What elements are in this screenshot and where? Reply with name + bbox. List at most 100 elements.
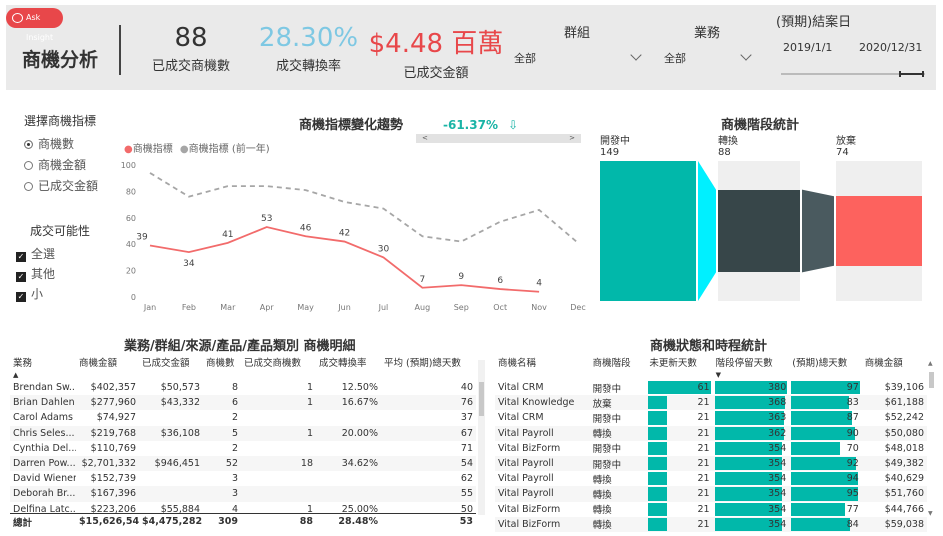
table-row[interactable]: Vital BizForm 轉換 21 354 84 $59,038 [495,516,927,532]
table-row[interactable]: Vital CRM 開發中 61 380 97 $39,106 [495,380,927,395]
stage-bar[interactable] [836,196,922,266]
x-tick-label: Jan [143,303,156,312]
table-row[interactable]: Brendan Sw... $402,357 $50,573 8 1 12.50% 40 [10,380,476,395]
table-row[interactable]: Delfina Latc... $223,206 $55,884 4 1 25.00% 50 [10,502,476,517]
x-tick-label: Feb [182,303,196,312]
kpi-value: 88 [174,23,208,53]
col-closed-count[interactable]: 已成交商機數 [244,358,302,369]
probability-option-all[interactable]: ✓ 全選 [16,245,90,262]
table-row[interactable]: Darren Pow... $2,701,332 $946,451 52 18 34.62… [10,455,476,472]
bar-value: 362 [768,427,787,439]
data-bar [714,517,783,531]
col-conversion[interactable]: 成交轉換率 [319,358,367,369]
data-label: 46 [300,223,312,233]
col-stage[interactable]: 商機階段 [592,358,631,369]
col-amount[interactable]: 商機金額 [864,358,903,369]
scroll-right-icon[interactable]: > [569,134,575,142]
metric-option-label: 商機數 [38,137,75,151]
table-cell: 92 [789,456,862,471]
bar-value: 94 [846,473,859,485]
col-avg-days[interactable]: 平均 (預期)總天數 [384,358,461,369]
table-cell: Carol Adams [13,412,74,424]
kpi-closed-count: 88 已成交商機數 [131,23,251,74]
radio-icon [24,182,33,191]
table-row[interactable]: Vital Payroll 轉換 21 354 94 $40,629 [495,471,927,486]
filter-group-dropdown[interactable]: 全部 [514,49,644,70]
table-cell: 87 [789,410,862,425]
table-row[interactable]: Vital CRM 開發中 21 363 87 $52,242 [495,410,927,425]
detail-scrollbar[interactable] [478,360,485,515]
total-cell: 88 [299,516,313,528]
table-cell: 放棄 [592,398,612,410]
table-row[interactable]: Vital BizForm 轉換 21 354 77 $44,766 [495,502,927,517]
probability-option-small[interactable]: ✓ 小 [16,285,90,302]
table-cell: $52,242 [884,412,924,424]
data-label: 6 [497,276,503,286]
table-cell [241,471,316,486]
data-bar [648,381,711,395]
table-cell [316,486,381,501]
stage-count: 74 [836,147,849,158]
table-cell: 54 [460,458,473,470]
table-row[interactable]: Vital Payroll 開發中 21 354 92 $49,382 [495,455,927,472]
bar-value: 77 [846,503,859,515]
metric-selector-title: 選擇商機指標 [24,114,97,128]
stage-name: 開發中 [600,136,630,147]
scroll-thumb[interactable] [479,382,484,416]
col-opportunity[interactable]: 商機名稱 [498,358,537,369]
stage-count: 149 [600,147,620,158]
table-row[interactable]: Vital Knowledge 放棄 21 368 83 $61,188 [495,395,927,411]
scroll-left-icon[interactable]: < [422,134,428,142]
kpi-value: $4.48 百萬 [368,29,504,59]
filter-group-label: 群組 [564,26,591,41]
ask-insight-button[interactable]: Ask Insight [6,8,63,42]
table-cell: 轉換 [592,489,612,501]
data-bar [791,411,853,425]
table-row[interactable]: Vital Payroll 轉換 21 362 90 $50,080 [495,425,927,441]
table-row[interactable]: Carol Adams $74,927 2 37 [10,410,476,425]
table-row[interactable]: Brian Dahlen $277,960 $43,332 6 1 16.67% 76 [10,395,476,411]
table-row[interactable]: Deborah Br... $167,396 3 55 [10,486,476,502]
bar-value: 21 [697,442,710,454]
table-cell: 1 [306,427,313,439]
probability-option-other[interactable]: ✓ 其他 [16,265,90,282]
scroll-up-icon[interactable]: ▲ [928,360,933,367]
data-label: 39 [136,233,148,243]
table-row[interactable]: Chris Seles... $219,768 $36,108 5 1 20.00% 67 [10,425,476,441]
col-stage-days[interactable]: 階段停留天數 ▼ [713,355,790,380]
status-scrollbar[interactable]: ▲ ▼ [928,360,935,520]
metric-option-count[interactable]: 商機數 [24,135,98,152]
table-row[interactable]: Vital BizForm 開發中 21 354 70 $48,018 [495,441,927,456]
metric-option-amount[interactable]: 商機金額 [24,156,98,173]
col-closed-amount[interactable]: 已成交金額 [142,358,190,369]
table-cell [316,471,381,486]
stage-bar[interactable] [600,161,696,301]
filter-sales-value: 全部 [664,52,686,65]
table-row[interactable]: Cynthia Del... $110,769 2 71 [10,441,476,456]
metric-option-closed-amount[interactable]: 已成交金額 [24,177,98,194]
scroll-thumb[interactable] [929,372,934,388]
table-cell: 轉換 [592,429,612,441]
table-row[interactable]: David Wiener $152,739 3 62 [10,471,476,486]
date-start[interactable]: 2019/1/1 [783,41,833,54]
stage-bar[interactable] [718,189,800,273]
checkbox-checked-icon: ✓ [16,252,26,262]
date-slider-range[interactable] [899,71,924,77]
table-cell: 62 [460,473,473,485]
trend-scrollbar[interactable]: < > [416,134,581,143]
filter-sales-dropdown[interactable]: 全部 [664,49,754,70]
col-total-days[interactable]: (預期)總天數 [792,358,848,369]
data-bar [648,441,668,455]
probability-option-label: 全選 [31,247,56,261]
col-sales[interactable]: 業務 ▲ [10,355,76,380]
stage-connector-shape [802,189,834,273]
col-count[interactable]: 商機數 [206,358,235,369]
table-row[interactable]: Vital Payroll 轉換 21 354 95 $51,760 [495,486,927,502]
kpi-conversion-rate: 28.30% 成交轉換率 [251,23,366,74]
table-cell: 1 [306,503,313,515]
scroll-down-icon[interactable]: ▼ [928,510,933,517]
trend-legend: ●商機指標 ●商機指標 (前一年) [124,140,270,155]
date-end[interactable]: 2020/12/31 [859,41,923,54]
col-amount[interactable]: 商機金額 [79,358,118,369]
col-not-updated[interactable]: 未更新天數 [649,358,697,369]
